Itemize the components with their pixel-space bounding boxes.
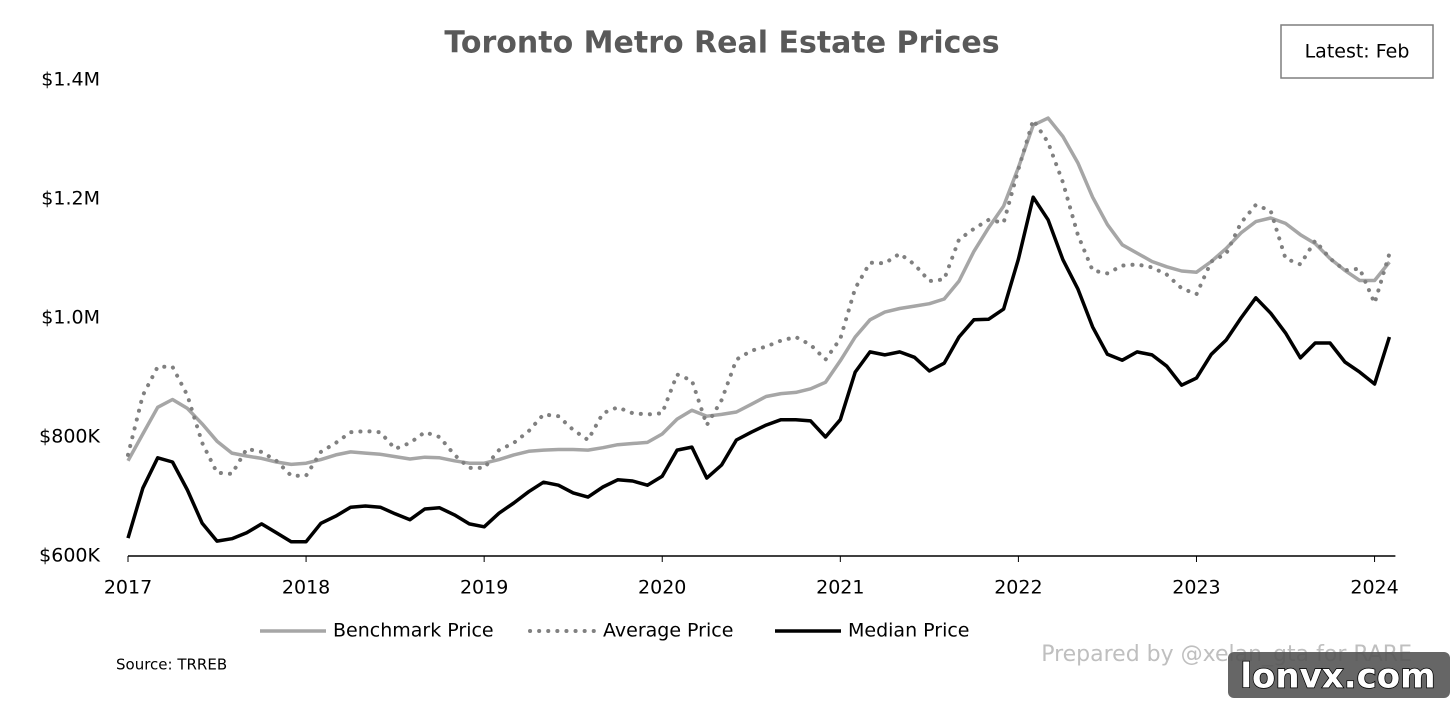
- annotation-box: [1280, 24, 1434, 79]
- x-tick-label: 2020: [638, 577, 686, 599]
- source: Source: TRREB: [116, 656, 227, 674]
- y-tick-label: $1.4M: [41, 69, 100, 91]
- chart-title: Toronto Metro Real Estate Prices: [444, 26, 999, 61]
- legend-label: Average Price: [603, 620, 733, 642]
- legend-label: Median Price: [848, 620, 970, 642]
- watermark: lonvx.com: [1240, 657, 1435, 697]
- x-tick-label: 2021: [816, 577, 864, 599]
- series-line: [126, 116, 1391, 467]
- y-tick-label: $600K: [39, 545, 100, 567]
- legend-label: Benchmark Price: [333, 620, 494, 642]
- series-line: [126, 195, 1392, 544]
- x-tick-label: 2023: [1172, 577, 1220, 599]
- x-tick-label: 2018: [282, 577, 330, 599]
- series-line: [126, 117, 1392, 478]
- x-tick-label: 2024: [1350, 577, 1398, 599]
- watermark-bg: [1228, 652, 1450, 698]
- annotation: Latest: Feb: [1305, 41, 1410, 63]
- y-tick-label: $800K: [39, 426, 100, 448]
- x-tick-label: 2017: [104, 577, 152, 599]
- y-tick-label: $1.0M: [41, 307, 100, 329]
- x-tick-label: 2019: [460, 577, 508, 599]
- y-tick-label: $1.2M: [41, 188, 100, 210]
- x-tick-label: 2022: [994, 577, 1042, 599]
